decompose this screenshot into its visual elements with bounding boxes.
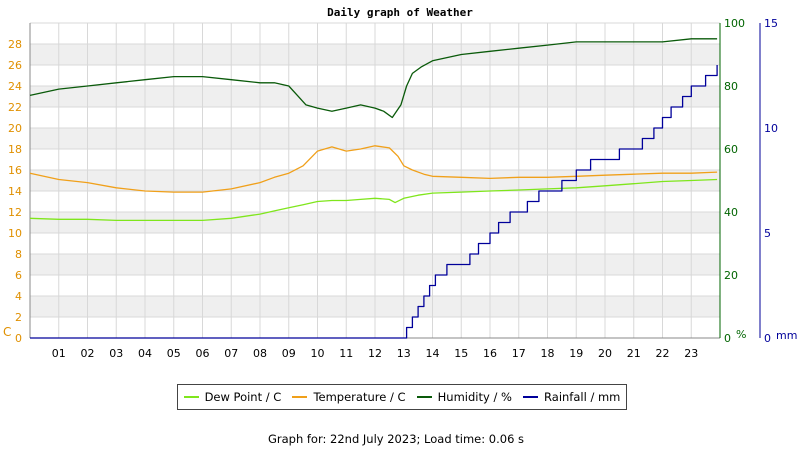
humidity-tick-label: 100 [724, 17, 745, 30]
left-tick-label: 4 [15, 290, 22, 303]
rainfall-tick-label: 5 [764, 227, 771, 240]
left-tick-label: 14 [8, 185, 22, 198]
left-tick-label: 6 [15, 269, 22, 282]
left-tick-label: 18 [8, 143, 22, 156]
humidity-tick-label: 80 [724, 80, 738, 93]
humidity-line [29, 38, 718, 119]
temperature-line [29, 145, 718, 193]
x-tick-label: 03 [109, 347, 123, 360]
x-tick-label: 18 [541, 347, 555, 360]
x-tick-label: 14 [426, 347, 440, 360]
rainfall-tick-label: 15 [764, 17, 778, 30]
humidity-tick-label: 0 [724, 332, 731, 345]
x-tick-label: 17 [512, 347, 526, 360]
legend-item-temperature: Temperature / C [292, 390, 406, 404]
left-tick-label: 0 [15, 332, 22, 345]
humidity-axis-unit: % [736, 328, 746, 341]
x-tick-label: 02 [81, 347, 95, 360]
footer-text: Graph for: 22nd July 2023; Load time: 0.… [267, 432, 525, 446]
humidity-tick-label: 20 [724, 269, 738, 282]
legend-item-humidity: Humidity / % [416, 390, 512, 404]
x-tick-label: 21 [627, 347, 641, 360]
legend-swatch-dew-point [183, 396, 199, 398]
x-tick-label: 04 [138, 347, 152, 360]
x-tick-label: 10 [311, 347, 325, 360]
legend-item-rainfall: Rainfall / mm [523, 390, 620, 404]
left-tick-label: 8 [15, 248, 22, 261]
x-tick-label: 06 [196, 347, 210, 360]
legend-label-humidity: Humidity / % [437, 390, 512, 404]
legend-label-rainfall: Rainfall / mm [544, 390, 621, 404]
x-tick-label: 20 [598, 347, 612, 360]
left-tick-label: 26 [8, 59, 22, 72]
legend-label-temperature: Temperature / C [313, 390, 406, 404]
x-tick-label: 12 [368, 347, 382, 360]
left-tick-label: 20 [8, 122, 22, 135]
legend-swatch-humidity [416, 396, 432, 398]
humidity-tick-label: 60 [724, 143, 738, 156]
x-tick-label: 16 [483, 347, 497, 360]
x-tick-label: 09 [282, 347, 296, 360]
legend: Dew Point / C Temperature / C Humidity /… [177, 384, 627, 410]
left-tick-label: 24 [8, 80, 22, 93]
rainfall-line [30, 65, 718, 339]
legend-label-dew-point: Dew Point / C [204, 390, 282, 404]
left-axis-unit: C [3, 325, 11, 339]
humidity-tick-label: 40 [724, 206, 738, 219]
legend-swatch-temperature [292, 396, 308, 398]
x-tick-label: 15 [454, 347, 468, 360]
x-tick-label: 08 [253, 347, 267, 360]
x-tick-label: 05 [167, 347, 181, 360]
x-tick-label: 19 [569, 347, 583, 360]
chart-title: Daily graph of Weather [327, 6, 473, 19]
x-tick-label: 11 [339, 347, 353, 360]
left-tick-label: 28 [8, 38, 22, 51]
x-tick-label: 07 [224, 347, 238, 360]
x-tick-label: 01 [52, 347, 66, 360]
rainfall-tick-label: 10 [764, 122, 778, 135]
x-tick-label: 23 [684, 347, 698, 360]
x-tick-label: 13 [397, 347, 411, 360]
rainfall-tick-label: 0 [764, 332, 771, 345]
left-tick-label: 16 [8, 164, 22, 177]
legend-swatch-rainfall [523, 396, 539, 398]
left-tick-label: 22 [8, 101, 22, 114]
legend-item-dew-point: Dew Point / C [183, 390, 282, 404]
left-tick-label: 12 [8, 206, 22, 219]
left-tick-label: 2 [15, 311, 22, 324]
rainfall-axis-unit: mm [776, 329, 797, 342]
x-tick-label: 22 [656, 347, 670, 360]
left-tick-label: 10 [8, 227, 22, 240]
dew-point-line [29, 178, 718, 222]
